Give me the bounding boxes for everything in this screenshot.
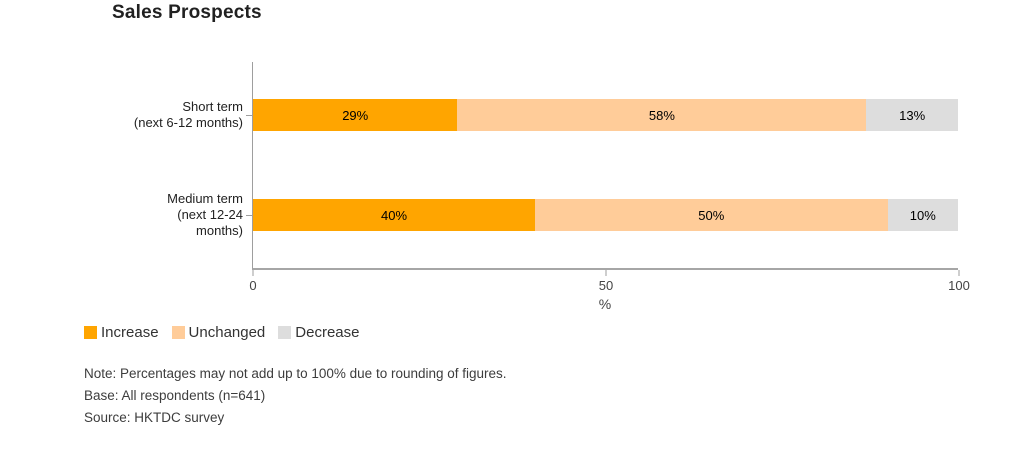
- legend-item-unchanged: Unchanged: [171, 324, 266, 341]
- x-axis-tick: [958, 270, 960, 276]
- x-axis-tick-label: 50: [598, 278, 614, 293]
- bar-value-label: 29%: [342, 107, 369, 123]
- footnotes: Note: Percentages may not add up to 100%…: [84, 363, 507, 429]
- bar-segment-decrease: 10%: [887, 199, 958, 231]
- bar-row: 40% 50% 10%: [253, 199, 958, 231]
- bar-value-label: 50%: [698, 207, 725, 223]
- legend-swatch-icon: [84, 326, 97, 339]
- x-axis-tick: [605, 270, 607, 276]
- legend-label: Increase: [101, 324, 159, 341]
- legend-swatch-icon: [171, 326, 185, 339]
- bar-segment-increase: 29%: [253, 99, 458, 131]
- bar-value-label: 58%: [648, 107, 675, 123]
- bar-row: 29% 58% 13%: [253, 99, 958, 131]
- bar-segment-unchanged: 58%: [457, 99, 867, 131]
- legend-swatch-icon: [278, 326, 292, 339]
- bar-segment-decrease: 13%: [866, 99, 958, 131]
- y-axis-category-label-line: Medium term: [167, 191, 243, 206]
- bar-value-label: 13%: [899, 107, 926, 123]
- bar-value-label: 40%: [380, 207, 408, 223]
- bar-value-label: 10%: [909, 207, 936, 223]
- x-axis-tick-label: 0: [249, 278, 257, 293]
- legend: Increase Unchanged Decrease: [84, 324, 359, 341]
- x-axis-tick-label: 100: [948, 278, 970, 293]
- bar-segment-unchanged: 50%: [535, 199, 888, 231]
- bar-segment-increase: 40%: [253, 199, 535, 231]
- chart-title: Sales Prospects: [112, 2, 262, 23]
- y-axis-tick: [246, 215, 252, 216]
- note-source: Source: HKTDC survey: [84, 410, 225, 425]
- legend-label: Unchanged: [188, 324, 266, 341]
- plot-area: 29% 58% 13% 40% 50% 10% 0 50 100: [246, 62, 970, 293]
- y-axis-category-label: Medium term (next 12-24 months): [73, 191, 243, 239]
- note-rounding: Note: Percentages may not add up to 100%…: [84, 366, 507, 381]
- x-axis-tick: [252, 270, 254, 276]
- y-axis-category-label-line: (next 12-24: [177, 207, 243, 222]
- legend-item-increase: Increase: [84, 324, 159, 341]
- y-axis-category-label-line: Short term: [182, 99, 243, 114]
- y-axis-category-label: Short term (next 6-12 months): [73, 99, 243, 131]
- legend-item-decrease: Decrease: [278, 324, 359, 341]
- x-axis-title: %: [598, 296, 612, 312]
- y-axis-tick: [246, 115, 252, 116]
- y-axis-category-label-line: months): [196, 223, 243, 238]
- y-axis-category-label-line: (next 6-12 months): [133, 115, 243, 130]
- legend-label: Decrease: [295, 324, 360, 341]
- note-base: Base: All respondents (n=641): [84, 388, 266, 403]
